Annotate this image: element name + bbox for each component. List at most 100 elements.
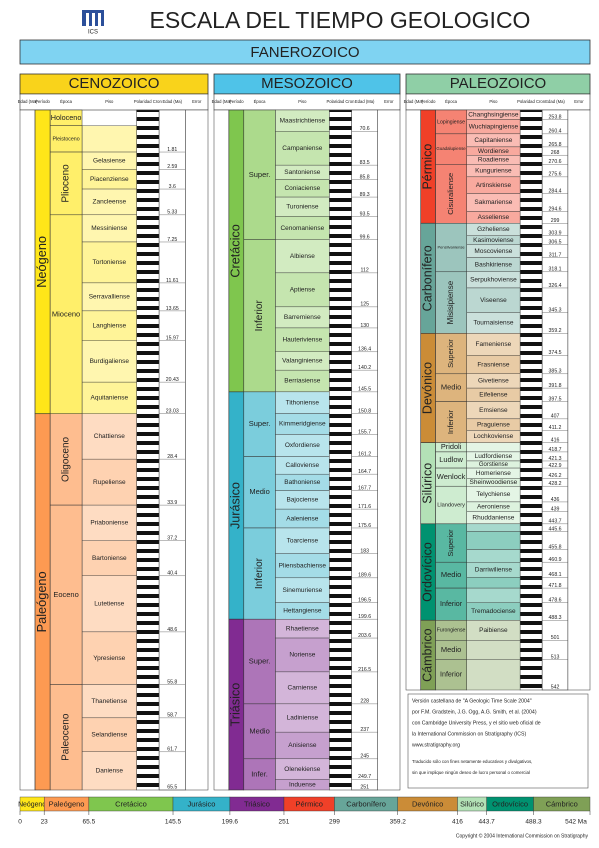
eon-bar	[19, 39, 591, 65]
age-label: 294.6	[549, 206, 562, 212]
age-label: 436	[551, 497, 560, 503]
column-header: Edad (Ma)	[162, 99, 182, 104]
age-label: 397.5	[549, 396, 562, 402]
stage	[466, 640, 521, 660]
copyright: Copyright © 2004 International Commissio…	[456, 832, 589, 839]
stage-name: Hauteriviense	[282, 337, 322, 344]
stage-name: Campaniense	[282, 145, 322, 152]
epoch	[243, 758, 276, 791]
stage-name: Anisiense	[288, 742, 317, 749]
epoch	[49, 214, 83, 414]
age-label: 216.5	[358, 667, 371, 673]
polarity	[136, 109, 160, 791]
stage-name: Gzheliense	[477, 226, 510, 233]
stage-name: Lutetiense	[94, 601, 124, 608]
stage-name: Valanginiense	[282, 358, 323, 365]
stage-name: Praguiense	[477, 421, 510, 428]
age-label: 189.6	[358, 573, 371, 579]
age-label: 58.7	[167, 713, 177, 719]
timeline-age: 488.3	[525, 819, 542, 826]
era-name: PALEOZOICO	[450, 75, 546, 92]
epoch-name: Superior	[447, 529, 455, 557]
credit-line: por F.M. Gradstein, J.G. Ogg, A.G. Smith…	[412, 709, 537, 715]
period	[34, 413, 51, 791]
stage-name: Artinskiense	[476, 182, 512, 189]
timeline-label: Paleógeno	[49, 799, 85, 808]
epoch	[243, 527, 276, 620]
epoch	[435, 401, 467, 443]
epoch-name: Medio	[249, 726, 269, 735]
timeline-age: 443.7	[478, 819, 495, 826]
timeline-age: 23	[41, 819, 49, 826]
age-label: 478.6	[549, 598, 562, 604]
age-label: 130	[360, 323, 369, 329]
epoch-name: Inferior	[254, 557, 265, 589]
timeline-label: Pérmico	[295, 799, 323, 808]
stage	[81, 684, 137, 719]
credit-line: con Cambridge University Press, y el sit…	[412, 720, 541, 726]
stage-name: Oxfordiense	[285, 442, 320, 449]
stage-name: Chattiense	[94, 433, 125, 440]
stage-name: Telychiense	[476, 491, 510, 498]
age-label: 11.61	[166, 278, 179, 284]
timeline-label: Cámbrico	[546, 799, 578, 808]
age-label: 306.5	[549, 240, 562, 246]
stage-name: Maastrichtiense	[280, 117, 326, 124]
credit-line: Versión castellana de "A Geologic Time S…	[412, 698, 532, 704]
age-label: 228	[360, 699, 369, 705]
age-label: 167.7	[358, 485, 371, 491]
age-label: 501	[551, 635, 560, 641]
epoch-name: Medio	[441, 383, 461, 392]
age-label: 443.7	[549, 519, 562, 525]
stage-name: Olenekiense	[284, 766, 321, 773]
stage-name: Paibiense	[479, 627, 508, 634]
credit-line: Traducido sólo con fines netamente educa…	[412, 759, 532, 764]
column-header: Época	[60, 99, 73, 104]
age-label: 468.1	[549, 572, 562, 578]
stage-name: Moscoviense	[474, 248, 512, 255]
epoch-name: Holoceno	[51, 113, 82, 122]
epoch-name: Oligoceno	[61, 436, 72, 481]
epoch	[243, 391, 276, 457]
stage	[81, 413, 137, 460]
age-label: 89.3	[360, 192, 370, 198]
stage	[81, 282, 137, 312]
epoch	[435, 561, 467, 589]
stage-name: Rupeliense	[93, 479, 126, 486]
age-label: 203.6	[358, 633, 371, 639]
timeline-label: Ordovícico	[492, 799, 528, 808]
age-label: 20.43	[166, 377, 179, 383]
age-scale	[405, 109, 421, 691]
age-label: 407	[551, 414, 560, 420]
stage-name: Homeriense	[476, 470, 511, 477]
epoch-name: Super.	[249, 419, 271, 428]
epoch-name: Cisuraliense	[446, 173, 455, 215]
credit-line: la International Commission on Stratigra…	[412, 731, 526, 737]
stage-name: Tremadociense	[471, 608, 516, 615]
period-name: Carbonífero	[420, 245, 434, 311]
age-label: 145.5	[358, 387, 371, 393]
timeline-label: Neógeno	[18, 801, 46, 808]
stage-name: Zancleense	[92, 199, 126, 206]
stage	[275, 239, 330, 274]
column-header: Período	[35, 99, 50, 104]
epoch-name: Super.	[249, 170, 271, 179]
age-label: 237	[360, 727, 369, 733]
age-label: 428.2	[549, 481, 562, 487]
age-label: 2.59	[167, 164, 177, 170]
age-label: 125	[360, 302, 369, 308]
column-header-row	[19, 93, 209, 111]
timeline-age: 416	[452, 819, 463, 826]
age-label: 55.8	[167, 679, 177, 685]
stage	[466, 442, 521, 453]
stage-name: Aptiense	[290, 287, 316, 294]
age-label: 5.33	[167, 210, 177, 216]
stage	[275, 577, 330, 603]
stage-name: Piacenziense	[90, 176, 129, 183]
column-header: Polaridad Cron	[134, 99, 163, 104]
age-label: 33.9	[167, 500, 177, 506]
epoch	[49, 125, 83, 153]
age-label: 318.1	[549, 267, 562, 273]
age-label: 326.4	[549, 283, 562, 289]
period-name: Neógeno	[34, 236, 49, 288]
